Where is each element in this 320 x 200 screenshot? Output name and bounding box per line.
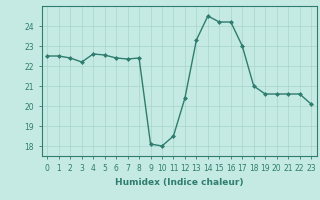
X-axis label: Humidex (Indice chaleur): Humidex (Indice chaleur) bbox=[115, 178, 244, 187]
